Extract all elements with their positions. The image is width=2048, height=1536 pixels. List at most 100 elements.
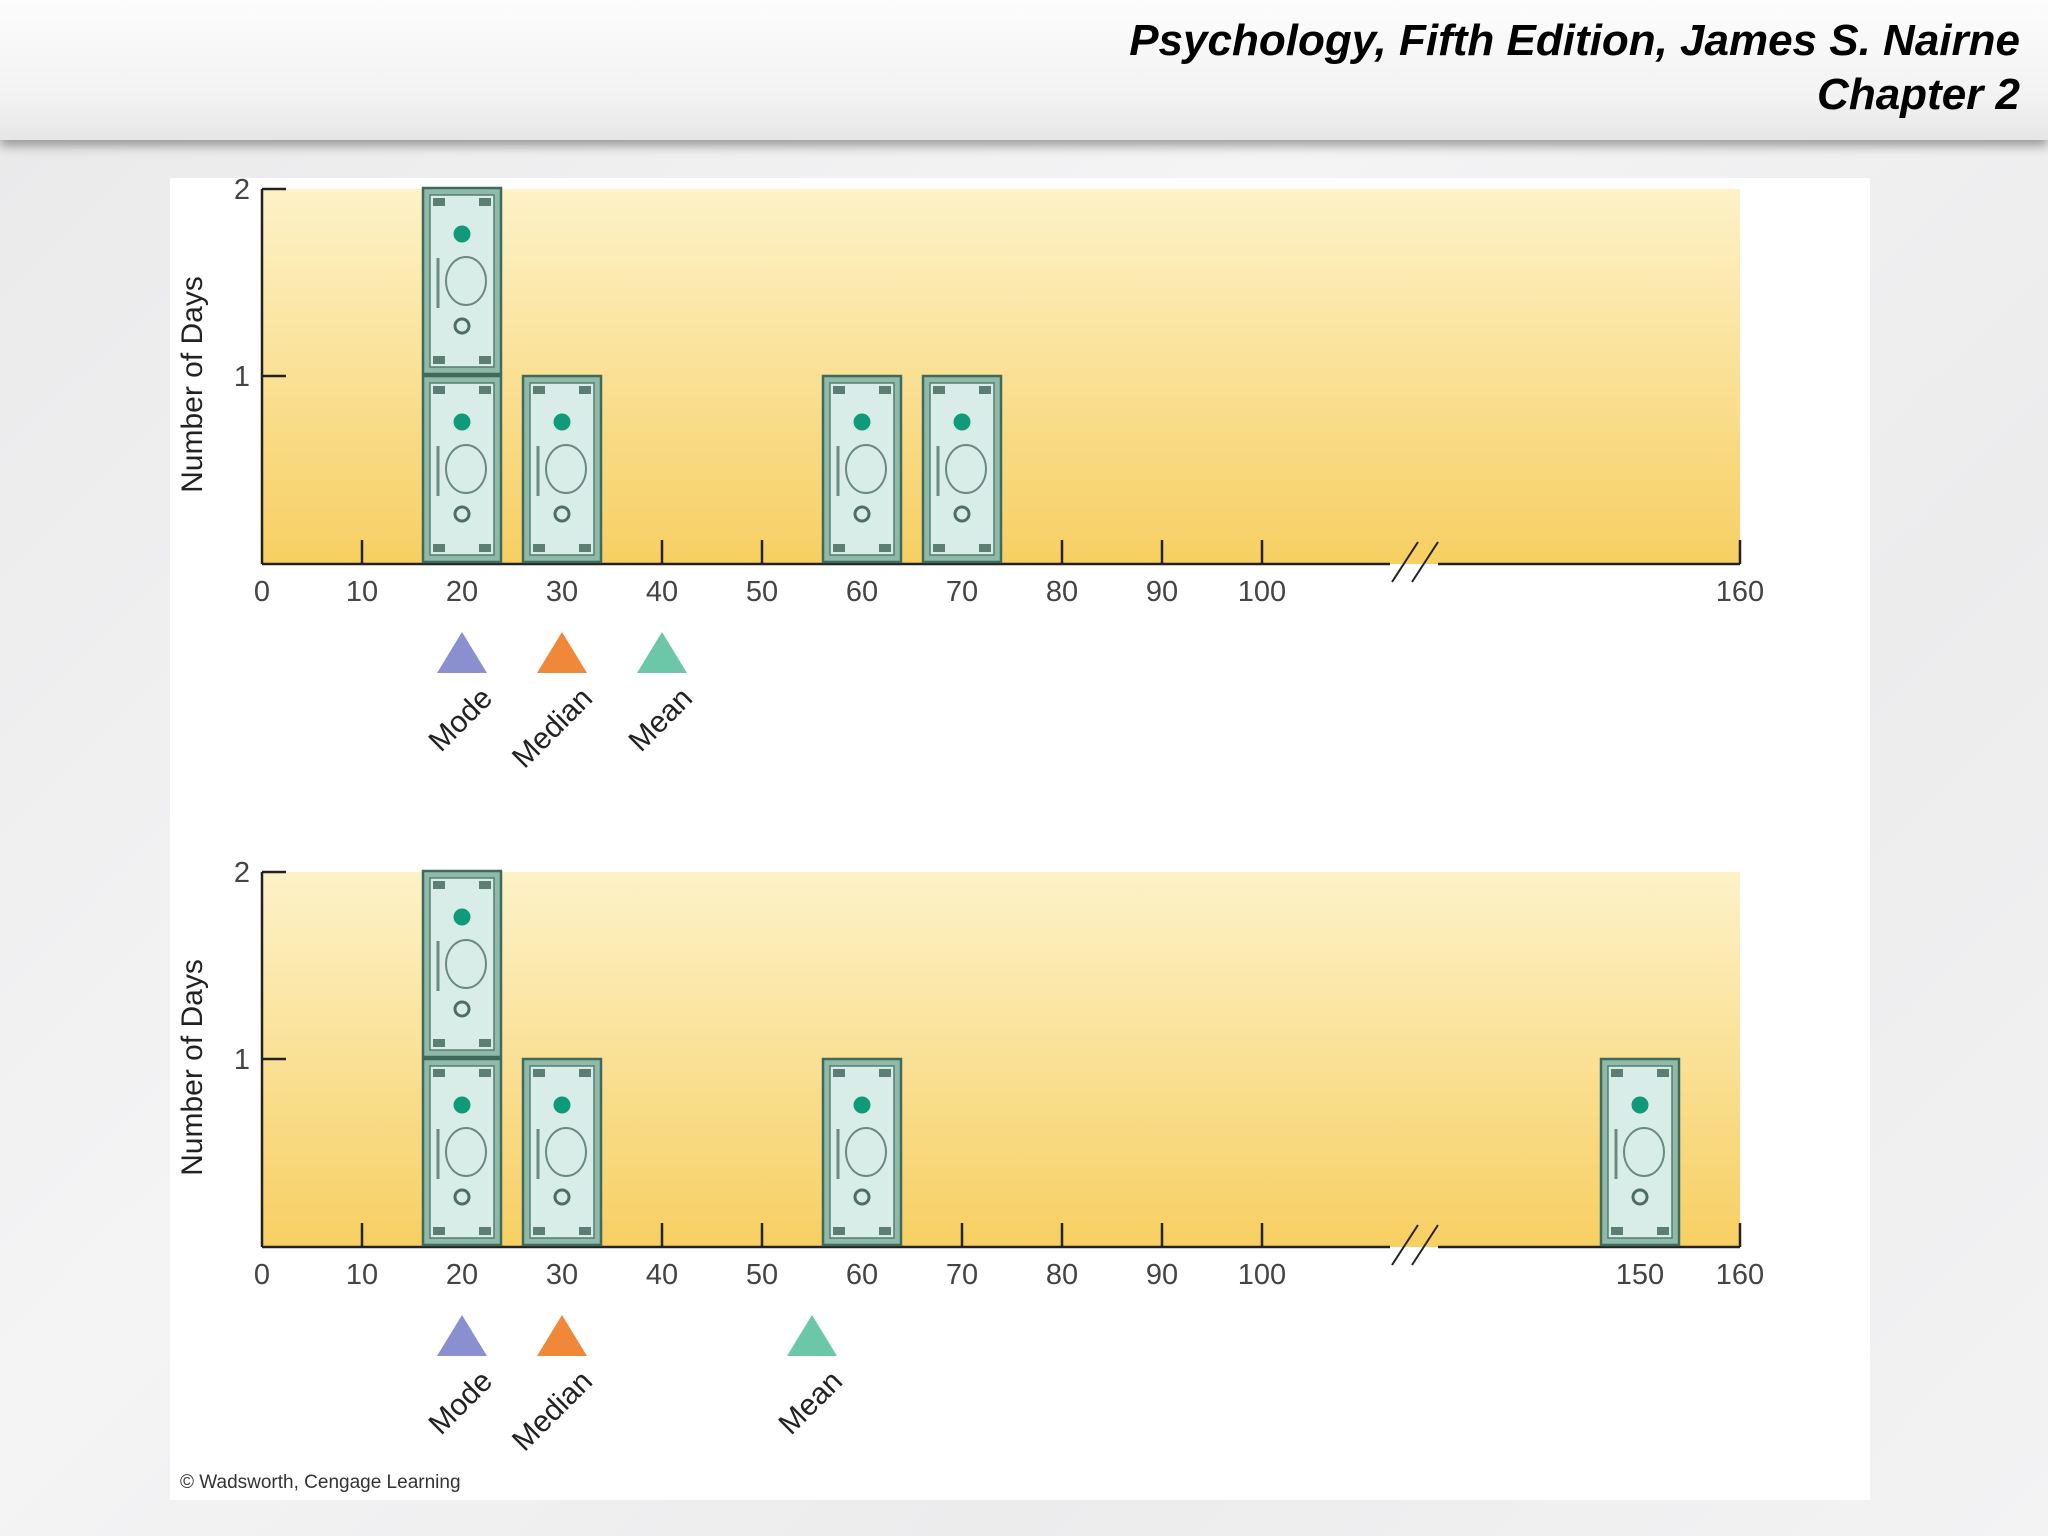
bill-corner: [879, 386, 891, 394]
bill-face: [429, 1065, 495, 1239]
bill-seal-ring: [1631, 1188, 1649, 1206]
x-tick-label: 30: [546, 576, 578, 608]
bill-corner: [1657, 1069, 1669, 1077]
x-tick-label: 20: [446, 576, 478, 608]
mean-label: Mean: [623, 682, 699, 758]
x-tick-label: 160: [1716, 576, 1764, 608]
bill-corner: [833, 386, 845, 394]
bill-seal: [853, 413, 871, 431]
mode-marker: [437, 632, 487, 673]
bill-portrait: [545, 444, 587, 494]
x-tick-label: 80: [1046, 1259, 1078, 1291]
bill-corner: [533, 1069, 545, 1077]
bill-seal: [453, 225, 471, 243]
bill-seal: [453, 413, 471, 431]
bill-corner: [1657, 1227, 1669, 1235]
median-label: Median: [506, 1365, 599, 1458]
mean-label: Mean: [773, 1365, 849, 1441]
bill-corner: [433, 356, 445, 364]
bill-seal: [553, 1096, 571, 1114]
dollar-bill-icon: [421, 186, 503, 376]
x-tick-label: 0: [254, 1259, 270, 1291]
bill-corner: [479, 386, 491, 394]
bill-seal-ring: [553, 505, 571, 523]
bill-corner: [479, 881, 491, 889]
bill-corner: [833, 544, 845, 552]
dollar-bill-icon: [521, 374, 603, 564]
dollar-bill-icon: [421, 869, 503, 1059]
axis-break-mark: [1411, 1224, 1439, 1266]
median-marker: [537, 1315, 587, 1356]
bill-corner: [579, 1227, 591, 1235]
bill-corner: [879, 1069, 891, 1077]
chart-bottom: 1 2 Number of Days 0 10 20 30 40 50 60 70 80 90 100 15…: [176, 857, 1764, 1458]
bill-seal: [1631, 1096, 1649, 1114]
bill-portrait: [945, 444, 987, 494]
bill-seal: [853, 1096, 871, 1114]
bill-corner: [833, 1227, 845, 1235]
x-tick-label: 40: [646, 576, 678, 608]
dollar-bill-icon: [421, 1057, 503, 1247]
header-title: Psychology, Fifth Edition, James S. Nair…: [1129, 14, 2020, 122]
bill-portrait: [445, 939, 487, 989]
chapter-label: Chapter 2: [1817, 70, 2020, 119]
bill-seal-ring: [953, 505, 971, 523]
bill-seal: [453, 908, 471, 926]
mean-marker: [787, 1315, 837, 1356]
figure-panel: 1 2 Number of Days 0 10 20 30 40 50 60 70 80 90 100 16…: [170, 174, 1870, 1500]
x-tick-label: 70: [946, 576, 978, 608]
x-tick-label: 20: [446, 1259, 478, 1291]
axis-break-mark: [1391, 1224, 1419, 1266]
header-bar: Psychology, Fifth Edition, James S. Nair…: [0, 0, 2048, 140]
bill-face: [529, 1065, 595, 1239]
bill-corner: [533, 544, 545, 552]
mode-label: Mode: [423, 682, 499, 758]
x-tick-label: 70: [946, 1259, 978, 1291]
plot-area: [262, 872, 1740, 1247]
bill-portrait: [445, 444, 487, 494]
bill-face: [529, 382, 595, 556]
bill-corner: [433, 1039, 445, 1047]
bill-corner: [933, 386, 945, 394]
x-tick-label: 80: [1046, 576, 1078, 608]
x-tick-label: 50: [746, 576, 778, 608]
bill-corner: [479, 1039, 491, 1047]
x-tick-label: 160: [1716, 1259, 1764, 1291]
y-tick-label: 2: [234, 857, 250, 889]
x-tick-label: 50: [746, 1259, 778, 1291]
bill-seal: [453, 1096, 471, 1114]
bill-corner: [479, 1069, 491, 1077]
bill-corner: [433, 1069, 445, 1077]
mode-marker: [437, 1315, 487, 1356]
bill-corner: [1611, 1227, 1623, 1235]
bill-corner: [579, 1069, 591, 1077]
bill-face: [829, 1065, 895, 1239]
bill-corner: [979, 544, 991, 552]
x-tick-label: 60: [846, 1259, 878, 1291]
mode-label: Mode: [423, 1365, 499, 1441]
x-tick-label: 10: [346, 1259, 378, 1291]
dollar-bill-icon: [821, 374, 903, 564]
bill-corner: [533, 386, 545, 394]
x-tick-label: 40: [646, 1259, 678, 1291]
bill-seal-ring: [453, 317, 471, 335]
bill-seal: [953, 413, 971, 431]
y-axis-label: Number of Days: [176, 959, 209, 1176]
y-tick-label: 1: [234, 1044, 250, 1076]
bill-portrait: [445, 1127, 487, 1177]
y-tick-label: 2: [234, 178, 250, 206]
x-tick-label: 0: [254, 576, 270, 608]
median-label: Median: [506, 682, 599, 775]
bill-corner: [433, 881, 445, 889]
bill-seal-ring: [553, 1188, 571, 1206]
bill-seal-ring: [453, 1188, 471, 1206]
bill-corner: [879, 544, 891, 552]
y-tick-label: 1: [234, 361, 250, 393]
bill-corner: [933, 544, 945, 552]
bill-portrait: [445, 256, 487, 306]
y-axis-label: Number of Days: [176, 276, 209, 493]
bill-corner: [979, 386, 991, 394]
bill-corner: [433, 386, 445, 394]
bill-face: [1607, 1065, 1673, 1239]
bill-corner: [579, 544, 591, 552]
